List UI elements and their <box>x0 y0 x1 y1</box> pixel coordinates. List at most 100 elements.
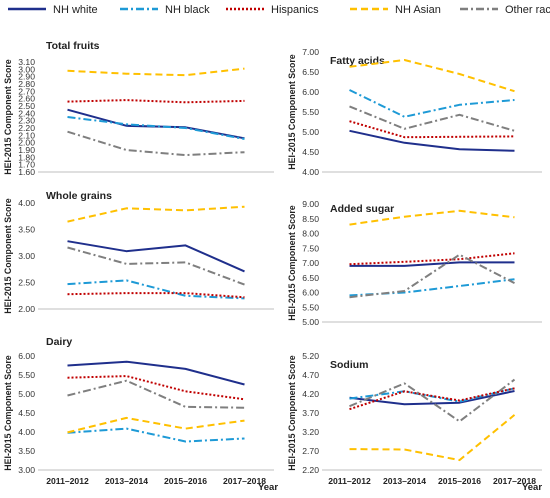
series-line-nh-white <box>67 240 245 273</box>
y-axis-label: HEI-2015 Component Score <box>287 54 297 169</box>
y-tick-label: 4.20 <box>302 389 319 399</box>
x-axis-label: Year <box>522 482 542 493</box>
y-tick-label: 6.50 <box>302 67 319 77</box>
series-line-nh-asian <box>67 205 245 223</box>
y-tick-label: 7.00 <box>302 258 319 268</box>
y-tick-label: 7.50 <box>302 243 319 253</box>
y-tick-label: 1.80 <box>18 152 35 162</box>
series-line-other-race <box>67 379 245 409</box>
y-tick-label: 2.00 <box>18 138 35 148</box>
y-tick-label: 1.70 <box>18 160 35 170</box>
series-line-other-race <box>67 246 245 286</box>
series-line-nh-asian <box>349 59 515 93</box>
y-tick-label: 5.20 <box>302 351 319 361</box>
y-tick-label: 6.00 <box>302 87 319 97</box>
y-tick-label: 5.00 <box>302 127 319 137</box>
series-line-other-race <box>349 105 515 132</box>
series-line-other-race <box>349 378 516 423</box>
x-tick-label: 2015–2016 <box>438 476 481 486</box>
y-tick-label: 2.70 <box>302 446 319 456</box>
series-line-hispanics <box>67 292 245 299</box>
series-line-nh-asian <box>349 414 516 462</box>
y-tick-label: 2.60 <box>18 94 35 104</box>
chart-legend: NH white NH black Hispanics NH Asian Other r… <box>8 4 550 16</box>
y-axis-label: HEI-2015 Component Score <box>287 205 297 320</box>
legend-label-hispanics: Hispanics <box>271 4 319 16</box>
y-tick-label: 6.50 <box>302 273 319 283</box>
y-tick-label: 6.00 <box>302 288 319 298</box>
y-tick-label: 2.20 <box>18 123 35 133</box>
legend-label-nh-asian: NH Asian <box>395 4 441 16</box>
y-tick-label: 2.00 <box>18 304 35 314</box>
y-tick-label: 8.00 <box>302 229 319 239</box>
y-tick-label: 2.20 <box>302 465 319 475</box>
y-tick-label: 4.50 <box>302 147 319 157</box>
y-tick-label: 4.00 <box>18 427 35 437</box>
y-tick-label: 2.40 <box>18 108 35 118</box>
y-tick-label: 2.30 <box>18 116 35 126</box>
y-tick-label: 1.90 <box>18 145 35 155</box>
series-line-nh-black <box>67 279 245 300</box>
x-tick-label: 2017–2018 <box>493 476 536 486</box>
series-line-hispanics <box>349 252 515 266</box>
y-axis-label: HEI-2015 Component Score <box>3 198 13 313</box>
x-axis-label: Year <box>258 482 278 493</box>
series-line-hispanics <box>67 375 245 401</box>
y-tick-label: 5.00 <box>302 317 319 327</box>
y-tick-label: 6.00 <box>18 351 35 361</box>
panel-title: Fatty acids <box>330 55 385 67</box>
y-tick-label: 2.90 <box>18 72 35 82</box>
x-tick-label: 2011–2012 <box>328 476 371 486</box>
panel-added-sugar: Added sugar 5.00 5.50 6.00 6.50 7.00 7.50 8.00 8… <box>287 199 542 327</box>
panel-title: Whole grains <box>46 190 112 202</box>
series-line-nh-white <box>349 129 515 152</box>
series-line-nh-white <box>349 261 515 267</box>
y-tick-label: 8.50 <box>302 214 319 224</box>
y-tick-label: 7.00 <box>302 47 319 57</box>
series-line-hispanics <box>67 99 245 104</box>
x-tick-label: 2013–2014 <box>105 476 148 486</box>
y-tick-label: 3.00 <box>18 64 35 74</box>
series-line-nh-asian <box>349 209 515 226</box>
series-line-other-race <box>67 130 245 157</box>
series-line-other-race <box>349 253 515 299</box>
y-tick-label: 3.10 <box>18 57 35 67</box>
y-tick-label: 4.50 <box>18 408 35 418</box>
series-line-nh-asian <box>67 67 245 77</box>
y-tick-label: 2.80 <box>18 79 35 89</box>
y-tick-label: 3.00 <box>18 251 35 261</box>
series-line-nh-asian <box>67 416 245 434</box>
y-tick-label: 4.70 <box>302 370 319 380</box>
panel-sodium: Sodium 2.20 2.70 3.20 3.70 4.20 4.70 5.20 HEI-20… <box>287 351 542 486</box>
y-tick-label: 2.50 <box>18 101 35 111</box>
panel-fatty-acids: Fatty acids 4.00 4.50 5.00 5.50 6.00 6.50 7.00 H… <box>287 47 542 177</box>
panel-title: Total fruits <box>46 40 100 52</box>
legend-label-nh-white: NH white <box>53 4 98 16</box>
y-tick-label: 3.20 <box>302 427 319 437</box>
y-tick-label: 1.60 <box>18 167 35 177</box>
panel-dairy: Dairy 3.00 3.50 4.00 4.50 5.00 5.50 6.00 HEI-201… <box>3 336 274 486</box>
y-tick-label: 2.70 <box>18 86 35 96</box>
panel-whole-grains: Whole grains 2.00 2.50 3.00 3.50 4.00 HEI-2015… <box>3 190 274 314</box>
y-tick-label: 5.50 <box>18 370 35 380</box>
series-line-hispanics <box>349 120 515 139</box>
y-axis-label: HEI-2015 Component Score <box>3 355 13 470</box>
series-line-nh-white <box>67 360 245 386</box>
y-tick-label: 2.50 <box>18 278 35 288</box>
series-line-nh-black <box>349 89 515 118</box>
y-axis-label: HEI-2015 Component Score <box>287 355 297 470</box>
y-tick-label: 3.50 <box>18 446 35 456</box>
panel-title: Dairy <box>46 336 72 348</box>
x-tick-label: 2013–2014 <box>383 476 426 486</box>
y-tick-label: 3.50 <box>18 225 35 235</box>
y-tick-label: 5.00 <box>18 389 35 399</box>
x-tick-label: 2017–2018 <box>223 476 266 486</box>
y-tick-label: 9.00 <box>302 199 319 209</box>
series-line-nh-black <box>67 116 245 140</box>
y-tick-label: 3.70 <box>302 408 319 418</box>
panel-title: Sodium <box>330 359 369 371</box>
legend-label-other-race: Other race <box>505 4 550 16</box>
x-tick-label: 2011–2012 <box>46 476 89 486</box>
y-tick-label: 3.00 <box>18 465 35 475</box>
